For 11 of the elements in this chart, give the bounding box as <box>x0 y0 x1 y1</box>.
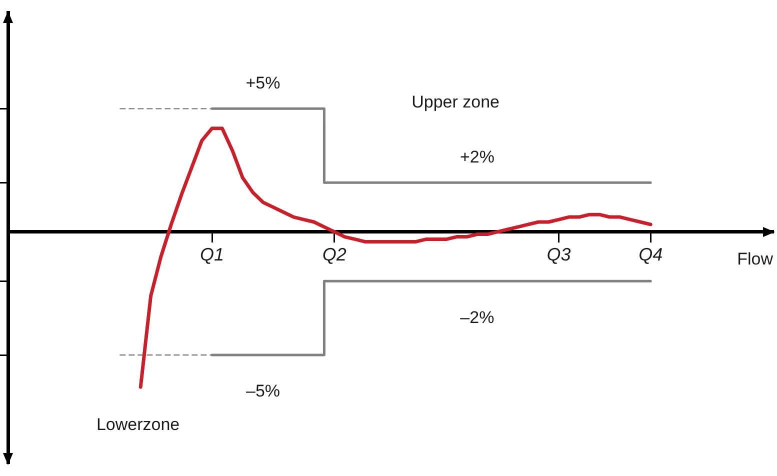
annotation: Lowerzone <box>96 414 180 434</box>
data-label: +2% <box>460 147 494 166</box>
data-label: –5% <box>246 382 280 401</box>
data-label: –2% <box>460 308 494 327</box>
x-tick-label: Q1 <box>200 244 224 265</box>
x-tick-label: Q4 <box>638 244 663 265</box>
x-tick-label: Q3 <box>546 244 571 265</box>
annotation: Upper zone <box>412 92 500 112</box>
x-tick-label: Q2 <box>322 244 346 265</box>
data-label: +5% <box>246 73 280 92</box>
x-axis-title: Flow <box>737 250 774 269</box>
